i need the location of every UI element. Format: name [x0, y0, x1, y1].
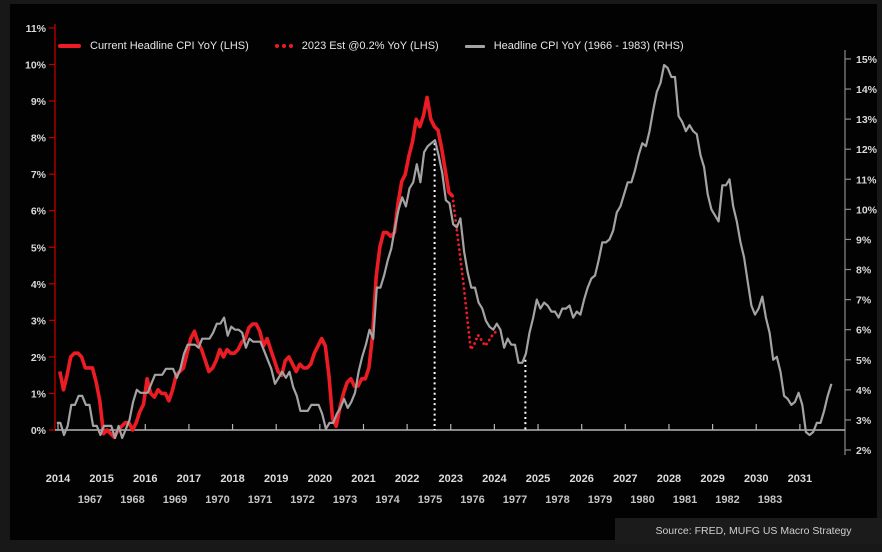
x-axis-year-primary: 2031 — [788, 473, 812, 485]
legend: Current Headline CPI YoY (LHS) 2023 Est … — [58, 38, 684, 54]
x-axis-year-primary: 2015 — [89, 473, 113, 485]
x-axis-year-primary: 2017 — [177, 473, 201, 485]
x-axis-year-secondary: 1974 — [375, 494, 400, 506]
gray-solid-line-swatch-icon — [464, 44, 485, 48]
right-axis-tick-label: 9% — [856, 234, 872, 246]
left-axis-tick-label: 4% — [31, 279, 47, 291]
left-axis-tick-label: 2% — [31, 352, 47, 364]
x-axis-year-primary: 2029 — [700, 473, 724, 485]
x-axis-year-primary: 2021 — [351, 473, 375, 485]
right-axis-tick-label: 12% — [856, 144, 878, 156]
x-axis-year-primary: 2025 — [526, 473, 550, 485]
legend-label: 2023 Est @0.2% YoY (LHS) — [301, 40, 439, 52]
red-dotted-line-swatch-icon — [274, 44, 293, 48]
x-axis-year-secondary: 1980 — [630, 494, 654, 506]
x-axis-year-primary: 2014 — [46, 473, 71, 485]
left-axis-tick-label: 8% — [31, 133, 47, 145]
legend-label: Current Headline CPI YoY (LHS) — [90, 40, 249, 52]
right-axis-tick-label: 15% — [856, 54, 878, 66]
x-axis-year-primary: 2016 — [133, 473, 157, 485]
x-axis-year-primary: 2024 — [482, 473, 507, 485]
left-axis-tick-label: 7% — [31, 169, 47, 181]
x-axis-year-secondary: 1976 — [460, 494, 484, 506]
legend-item-1966-1983-cpi: Headline CPI YoY (1966 - 1983) (RHS) — [464, 38, 684, 54]
x-axis-year-secondary: 1970 — [205, 494, 229, 506]
x-axis-year-secondary: 1971 — [248, 494, 272, 506]
series-gray-1966-1983 — [56, 63, 833, 440]
source-attribution-bar: Source: FRED, MUFG US Macro Strategy — [615, 518, 882, 544]
x-axis-year-secondary: 1969 — [163, 494, 187, 506]
right-axis-tick-label: 3% — [856, 415, 872, 427]
right-axis-tick-label: 5% — [856, 355, 872, 367]
x-axis-year-secondary: 1968 — [120, 494, 144, 506]
x-axis-year-secondary: 1973 — [333, 494, 357, 506]
right-axis-tick-label: 13% — [856, 114, 878, 126]
right-axis-tick-label: 8% — [856, 265, 872, 277]
left-axis-tick-label: 5% — [31, 242, 47, 254]
left-axis-tick-label: 10% — [25, 60, 47, 72]
legend-item-2023-estimate: 2023 Est @0.2% YoY (LHS) — [274, 38, 439, 54]
series-red-current-cpi — [58, 95, 454, 440]
left-axis-tick-label: 1% — [31, 388, 47, 400]
x-axis-year-primary: 2030 — [744, 473, 768, 485]
left-axis-tick-label: 9% — [31, 96, 47, 108]
right-axis-tick-label: 6% — [856, 325, 872, 337]
x-axis-year-secondary: 1977 — [503, 494, 527, 506]
right-axis-tick-label: 7% — [856, 295, 872, 307]
x-axis-year-primary: 2027 — [613, 473, 637, 485]
right-axis-tick-label: 4% — [856, 385, 872, 397]
x-axis-year-primary: 2022 — [395, 473, 419, 485]
x-axis-year-primary: 2028 — [657, 473, 681, 485]
x-axis-year-secondary: 1979 — [588, 494, 612, 506]
x-axis-year-primary: 2026 — [569, 473, 593, 485]
right-axis-tick-label: 10% — [856, 204, 878, 216]
x-axis-year-secondary: 1972 — [290, 494, 314, 506]
red-solid-line-swatch-icon — [58, 44, 81, 48]
x-axis-year-secondary: 1982 — [715, 494, 739, 506]
x-axis-year-primary: 2019 — [264, 473, 288, 485]
x-axis-year-secondary: 1967 — [78, 494, 102, 506]
source-text: Source: FRED, MUFG US Macro Strategy — [655, 525, 852, 537]
x-axis-year-secondary: 1975 — [418, 494, 442, 506]
series-red-2023-estimate — [451, 194, 498, 352]
legend-item-current-cpi: Current Headline CPI YoY (LHS) — [58, 38, 249, 54]
x-axis-year-secondary: 1981 — [673, 494, 697, 506]
x-axis-year-secondary: 1978 — [545, 494, 569, 506]
x-axis-year-primary: 2018 — [220, 473, 244, 485]
chart-canvas: 0% 1% 2% 3% 4% 5% 6% 7% 8% 9% 10% 11% 2% 3% 4% 5% 6% 7% 8%… — [10, 4, 882, 544]
x-axis-year-primary: 2023 — [439, 473, 463, 485]
left-axis-tick-label: 11% — [26, 23, 47, 35]
right-axis-tick-label: 11% — [856, 174, 877, 186]
right-axis-tick-label: 2% — [856, 445, 872, 457]
left-axis-tick-label: 6% — [31, 206, 47, 218]
left-axis-tick-label: 3% — [31, 315, 47, 327]
right-axis-tick-label: 14% — [856, 84, 878, 96]
x-axis-year-secondary: 1983 — [758, 494, 782, 506]
x-axis-year-primary: 2020 — [308, 473, 332, 485]
legend-label: Headline CPI YoY (1966 - 1983) (RHS) — [493, 40, 684, 52]
left-axis-tick-label: 0% — [31, 425, 47, 437]
